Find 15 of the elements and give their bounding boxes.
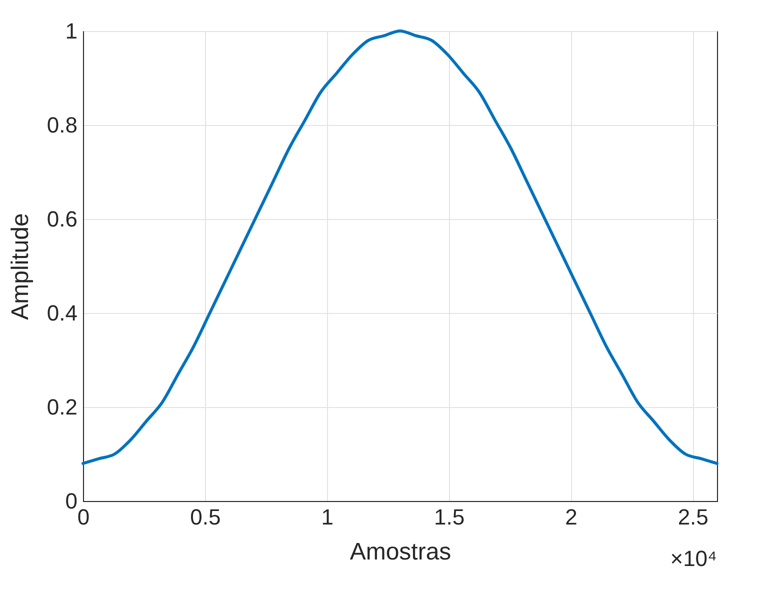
line-series (82, 30, 718, 465)
y-tick-label: 1 (65, 18, 78, 44)
y-tick-label: 0 (65, 488, 78, 514)
x-tick-label: 1 (321, 504, 334, 530)
x-tick-label: 1.5 (434, 504, 465, 530)
y-tick-label: 0.2 (46, 394, 78, 420)
text: ×10⁴ (670, 546, 717, 571)
y-tick-label: 0.4 (46, 300, 78, 326)
x-tick-label: 0.5 (190, 504, 221, 530)
y-tick-label: 0.8 (46, 112, 78, 138)
x-tick-label: 2 (565, 504, 578, 530)
x-tick-label: 2.5 (678, 504, 708, 530)
y-axis-title: Amplitude (6, 213, 34, 320)
y-tick-label: 0.6 (46, 206, 78, 232)
x-axis-title: Amostras (350, 538, 452, 566)
